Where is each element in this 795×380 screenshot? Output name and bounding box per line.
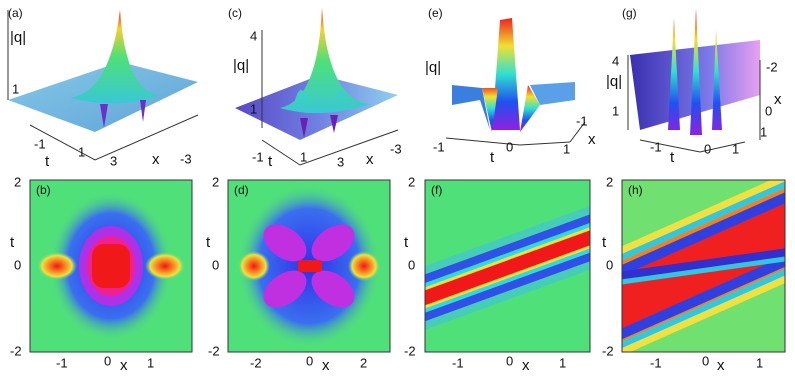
tick-label: 2 (408, 174, 415, 189)
axis-label: t (602, 234, 607, 251)
tick-label: 2 (360, 355, 367, 370)
axis-label: x (366, 151, 374, 168)
tick-label: 0 (306, 353, 313, 368)
tick-label: 1 (756, 355, 763, 370)
tick-label: 0 (702, 353, 709, 368)
tick-label: 1 (78, 144, 85, 159)
density-d (228, 180, 390, 352)
panel-label: (c) (228, 6, 242, 20)
tick-label: 2 (14, 174, 21, 189)
tick-label: 0 (765, 103, 772, 118)
tick-label: 2 (212, 174, 219, 189)
tick-label: 1 (760, 124, 767, 139)
tick-label: 0 (104, 353, 111, 368)
tick-label: -1 (433, 139, 445, 154)
axis-label: |q| (425, 59, 441, 76)
axis-label: x (717, 357, 725, 374)
tick-label: -1 (252, 149, 264, 164)
tick-label: 1 (300, 149, 307, 164)
axis-label: t (268, 153, 273, 170)
surface-g (627, 8, 761, 153)
axis-label: |q| (606, 73, 622, 90)
tick-label: -2 (404, 343, 416, 358)
tick-label: 0 (212, 257, 219, 272)
frame (227, 179, 391, 353)
tick-label: 3 (110, 153, 117, 168)
axis-label: x (152, 151, 160, 168)
panel-label: (g) (622, 6, 637, 20)
frame (29, 179, 193, 353)
panel-label: (b) (36, 183, 51, 197)
tick-label: 0 (408, 257, 415, 272)
tick-label: -3 (390, 141, 402, 156)
axis-label: t (206, 234, 211, 251)
axis-label: x (120, 357, 128, 374)
tick-label: -2 (208, 343, 220, 358)
axis-label: t (404, 234, 409, 251)
tick-label: -1 (452, 355, 464, 370)
axis-label: x (522, 357, 530, 374)
tick-label: 1 (563, 141, 570, 156)
tick-label: -2 (766, 59, 778, 74)
axis-label: t (10, 234, 15, 251)
panel-label: (h) (628, 183, 643, 197)
axis-label: t (45, 153, 50, 170)
density-h (622, 180, 785, 352)
axis-label: x (774, 91, 782, 108)
tick-label: 1 (612, 103, 619, 118)
tick-label: -1 (576, 113, 588, 128)
tick-label: 1 (559, 355, 566, 370)
frame (621, 179, 786, 353)
tick-label: -1 (650, 355, 662, 370)
axis-label: x (322, 357, 330, 374)
tick-label: 4 (612, 53, 619, 68)
tick-label: 0 (506, 353, 513, 368)
panel-label: (d) (234, 183, 249, 197)
frame (424, 179, 591, 353)
surface-c (235, 8, 399, 166)
panel-label: (e) (428, 6, 443, 20)
tick-label: -2 (602, 343, 614, 358)
tick-label: 0 (704, 141, 711, 156)
surface-a (7, 10, 199, 161)
axis-label: t (490, 149, 495, 166)
axis-label: |q| (10, 29, 26, 46)
tick-label: 0 (14, 257, 21, 272)
panel-label: (f) (431, 183, 442, 197)
tick-label: 1 (250, 101, 257, 116)
tick-label: 3 (337, 154, 344, 169)
tick-label: 1 (12, 81, 19, 96)
tick-label: 1 (732, 141, 739, 156)
axis-label: t (670, 149, 675, 166)
tick-label: -1 (56, 355, 68, 370)
axis-label: x (588, 131, 596, 148)
tick-label: -3 (180, 151, 192, 166)
tick-label: -2 (10, 343, 22, 358)
tick-label: -1 (650, 139, 662, 154)
tick-label: 4 (250, 28, 257, 43)
panel-label: (a) (8, 6, 23, 20)
tick-label: 1 (147, 355, 154, 370)
tick-label: -1 (34, 136, 46, 151)
density-b (30, 180, 192, 352)
tick-label: 0 (506, 139, 513, 154)
density-f (425, 180, 590, 352)
tick-label: 2 (606, 174, 613, 189)
surface-e (445, 18, 586, 146)
axis-label: |q| (233, 57, 249, 74)
tick-label: -2 (250, 355, 262, 370)
tick-label: 0 (606, 257, 613, 272)
